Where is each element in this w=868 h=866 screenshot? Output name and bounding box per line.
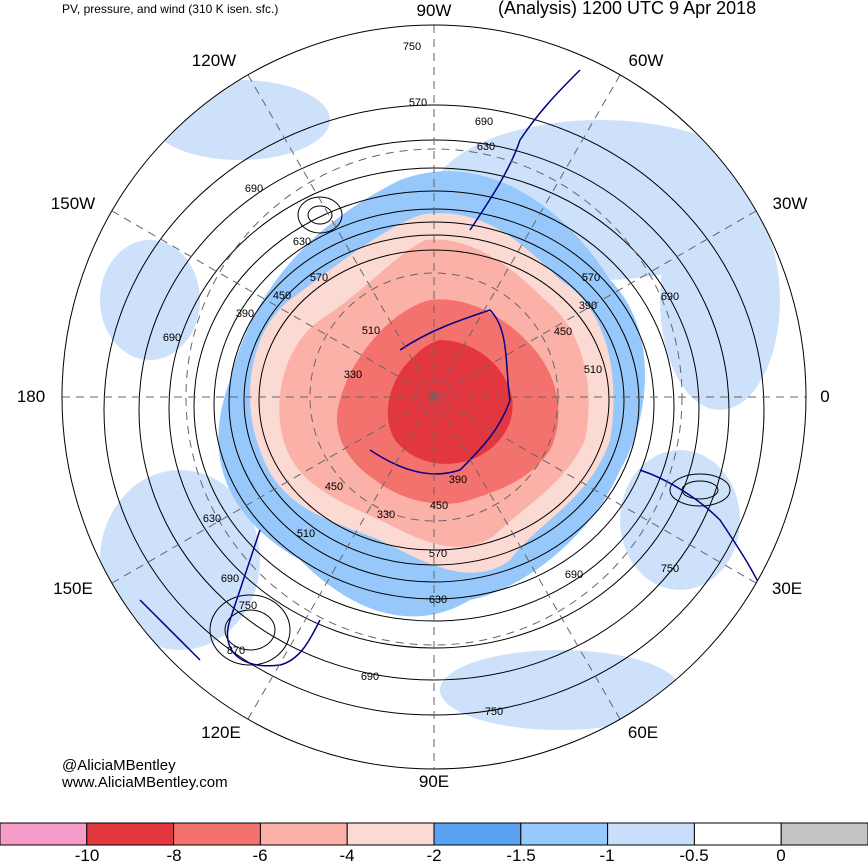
contour-label: 450	[554, 326, 572, 338]
longitude-label-60e: 60E	[627, 723, 659, 742]
colorbar-swatch	[520, 822, 609, 846]
colorbar-tick-label: -1	[599, 846, 615, 865]
longitude-label-90w: 90W	[416, 1, 452, 20]
colorbar-tick-label: -8	[166, 846, 182, 865]
contour-label: 510	[584, 364, 602, 376]
contour-value-labels: 750 570 690 630 690 630 570 450 390 510 …	[163, 41, 679, 718]
colorbar-tick-label: -2	[426, 846, 442, 865]
contour-label: 750	[239, 600, 257, 612]
polar-stereographic-map: 750 570 690 630 690 630 570 450 390 510 …	[61, 24, 807, 770]
longitude-label-30e: 30E	[771, 579, 803, 598]
contour-label: 570	[310, 272, 328, 284]
author-handle: @AliciaMBentley	[62, 757, 176, 774]
longitude-label-150e: 150E	[53, 579, 93, 598]
contour-label: 690	[163, 332, 181, 344]
colorbar-swatch	[346, 822, 435, 846]
contour-label: 630	[293, 236, 311, 248]
colorbar-tick-label: -0.5	[679, 846, 709, 865]
contour-label: 690	[221, 573, 239, 585]
longitude-label-30w: 30W	[772, 194, 808, 213]
lat-lon-grid	[62, 25, 806, 769]
pv-shading-light-blue	[100, 80, 780, 730]
contour-label: 450	[430, 500, 448, 512]
longitude-label-0: 0	[820, 387, 830, 406]
contour-label: 690	[565, 569, 583, 581]
contour-label: 630	[203, 513, 221, 525]
colorbar-swatch	[780, 822, 868, 846]
colorbar-swatch	[86, 822, 175, 846]
map-boundary	[61, 24, 807, 770]
map-valid-time: (Analysis) 1200 UTC 9 Apr 2018	[498, 0, 757, 18]
contour-label: 570	[429, 548, 447, 560]
contour-label: 390	[449, 474, 467, 486]
colorbar-tick-label: -6	[252, 846, 268, 865]
author-website: www.AliciaMBentley.com	[62, 774, 228, 791]
longitude-label-60w: 60W	[628, 51, 664, 70]
contour-label: 690	[475, 116, 493, 128]
colorbar-tick-label: -1.5	[506, 846, 536, 865]
colorbar-swatch	[0, 822, 88, 846]
contour-label: 510	[362, 325, 380, 337]
colorbar-tick-label: -4	[339, 846, 355, 865]
contour-label: 690	[245, 183, 263, 195]
contour-label: 690	[361, 671, 379, 683]
longitude-label-120e: 120E	[201, 723, 241, 742]
contour-label: 570	[582, 272, 600, 284]
contour-label: 390	[236, 308, 254, 320]
map-title: PV, pressure, and wind (310 K isen. sfc.…	[62, 2, 279, 16]
contour-label: 510	[297, 528, 315, 540]
colorbar-swatch	[173, 822, 261, 846]
longitude-label-180: 180	[16, 387, 46, 406]
contour-label: 750	[661, 563, 679, 575]
contour-label: 750	[403, 41, 421, 53]
colorbar-swatch	[259, 822, 348, 846]
contour-label: 570	[409, 97, 427, 109]
contour-label: 630	[429, 594, 447, 606]
contour-label: 690	[661, 291, 679, 303]
colorbar-swatch	[693, 822, 782, 846]
longitude-label-90e: 90E	[418, 772, 450, 791]
contour-label: 390	[579, 300, 597, 312]
longitude-label-150w: 150W	[50, 194, 96, 213]
contour-label: 630	[477, 141, 495, 153]
contour-label: 870	[227, 645, 245, 657]
contour-label: 750	[485, 706, 503, 718]
colorbar-tick-label: 0	[776, 846, 786, 865]
colorbar	[0, 822, 868, 846]
contour-label: 330	[377, 509, 395, 521]
colorbar-swatch	[433, 822, 522, 846]
contour-label: 450	[325, 481, 343, 493]
longitude-label-120w: 120W	[191, 51, 237, 70]
contour-label: 450	[273, 290, 291, 302]
colorbar-tick-label: -10	[74, 846, 100, 865]
contour-label: 330	[344, 369, 362, 381]
colorbar-swatch	[607, 822, 695, 846]
